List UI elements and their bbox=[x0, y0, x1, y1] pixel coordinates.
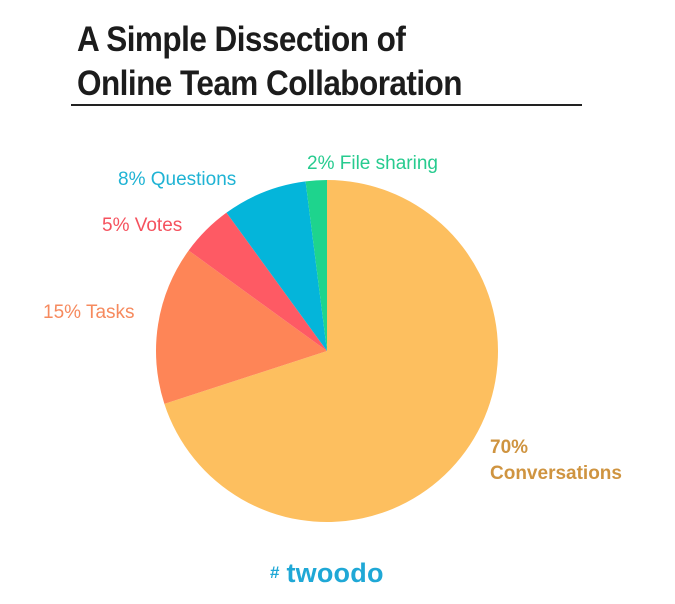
slice-label-file-sharing: 2% File sharing bbox=[307, 153, 438, 174]
hash-icon: # bbox=[270, 563, 280, 582]
pie-slice-questions bbox=[226, 181, 327, 351]
logo-wordmark: twoodo bbox=[286, 557, 384, 588]
slice-label-votes: 5% Votes bbox=[102, 215, 182, 236]
title-underline bbox=[71, 104, 582, 106]
slice-label-tasks: 15% Tasks bbox=[43, 302, 135, 323]
pie-slice-conversations bbox=[164, 180, 499, 522]
twoodo-logo: # twoodo bbox=[270, 556, 384, 590]
page-title: A Simple Dissection of Online Team Colla… bbox=[77, 18, 463, 106]
pie-slice-votes bbox=[188, 212, 327, 351]
title-line-2: Online Team Collaboration bbox=[77, 64, 463, 103]
slice-label-questions: 8% Questions bbox=[118, 169, 236, 190]
pie-slice-file-sharing bbox=[305, 180, 327, 351]
title-line-1: A Simple Dissection of bbox=[77, 20, 406, 59]
pie-slice-tasks bbox=[156, 250, 327, 404]
slice-label-conversations: 70% Conversations bbox=[490, 437, 622, 484]
